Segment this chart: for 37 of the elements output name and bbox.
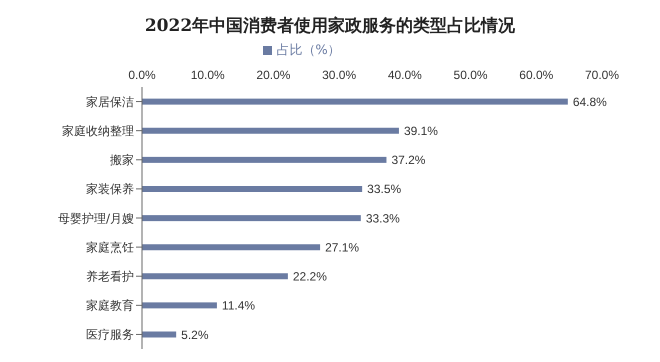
data-label: 27.1% bbox=[325, 240, 360, 254]
x-tick-label: 50.0% bbox=[454, 68, 488, 82]
x-tick-label: 0.0% bbox=[128, 68, 156, 82]
x-tick-label: 30.0% bbox=[322, 68, 356, 82]
data-label: 39.1% bbox=[404, 124, 438, 138]
y-tick-label: 家庭收纳整理 bbox=[62, 124, 134, 138]
data-label: 22.2% bbox=[292, 270, 328, 284]
bar bbox=[142, 156, 386, 163]
y-tick-label: 养老看护 bbox=[86, 269, 134, 284]
data-label: 33.3% bbox=[366, 211, 400, 226]
bar bbox=[142, 302, 217, 308]
y-tick-label: 家居保洁 bbox=[86, 94, 134, 109]
data-label: 33.5% bbox=[367, 182, 402, 196]
data-label: 5.2% bbox=[181, 328, 209, 342]
y-tick-label: 搬家 bbox=[110, 153, 134, 168]
chart-title: 2022年中国消费者使用家政服务的类型占比情况 bbox=[144, 15, 516, 37]
bar bbox=[142, 98, 568, 105]
x-tick-label: 70.0% bbox=[584, 68, 620, 82]
x-tick-label: 60.0% bbox=[519, 68, 554, 82]
x-tick-label: 20.0% bbox=[256, 68, 291, 82]
data-label: 64.8% bbox=[572, 94, 608, 109]
y-tick-label: 家装保养 bbox=[86, 182, 134, 196]
x-tick-label: 40.0% bbox=[388, 68, 422, 82]
y-tick-label: 母婴护理/月嫂 bbox=[58, 211, 134, 226]
bar bbox=[142, 273, 288, 280]
y-tick-label: 家庭烹饪 bbox=[86, 240, 134, 254]
y-tick-label: 家庭教育 bbox=[86, 298, 134, 313]
y-tick-label: 医疗服务 bbox=[86, 328, 134, 342]
bar bbox=[142, 332, 176, 338]
legend-label: 占比（%） bbox=[276, 43, 341, 58]
bar bbox=[142, 215, 361, 222]
data-label: 11.4% bbox=[222, 298, 256, 313]
bar bbox=[142, 186, 362, 192]
x-tick-label: 10.0% bbox=[190, 68, 226, 82]
bar bbox=[142, 128, 399, 134]
bar bbox=[142, 244, 320, 250]
data-label: 37.2% bbox=[391, 153, 426, 168]
